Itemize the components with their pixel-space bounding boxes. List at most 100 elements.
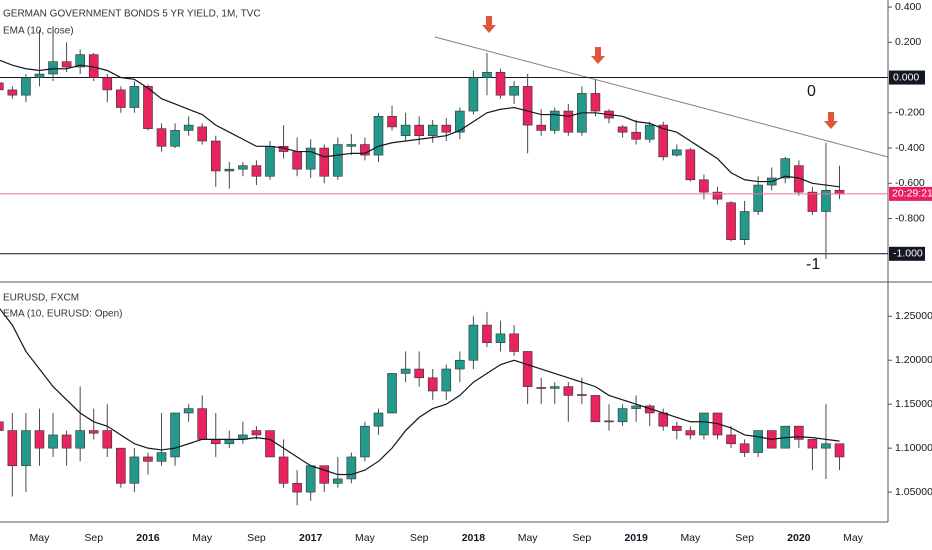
candle-body [644,124,655,140]
candle-body [590,93,601,112]
candle-body [373,412,384,427]
candle-body [48,434,58,449]
candle-body [102,77,113,91]
candle-body [509,86,519,96]
arrow [482,16,496,33]
candle-body [617,408,628,423]
candle-body [455,110,465,133]
candle-body [360,425,370,458]
candle-body [346,144,357,147]
candle-body [265,145,275,177]
x-tick-label: Sep [247,532,266,544]
annotation: 0 [807,83,816,100]
candle-body [21,430,31,467]
candle-body [821,443,831,449]
candle-body [780,158,791,179]
x-tick-label: 2016 [136,532,160,544]
candle-body [739,211,750,241]
price-label-bg [889,246,925,261]
candle-body [482,324,492,343]
y-tick-label: -0.400 [895,142,925,154]
x-tick-label: May [843,532,864,544]
trend-line [434,36,888,158]
candle-body [807,191,818,212]
candle-body [441,124,452,133]
candle-body [0,82,4,91]
candle-body [685,149,696,181]
candle-body [156,128,167,147]
candle-body [563,386,574,396]
candle-body [143,456,153,462]
candle-body [726,434,736,445]
x-tick-label: 2017 [299,532,323,544]
candle-body [739,443,750,453]
indicator-label: EMA (10, close) [3,26,74,37]
x-tick-label: May [355,532,376,544]
candle-body [292,483,302,493]
candle-body [726,202,736,241]
candle-body [604,420,614,423]
candle-body [414,124,424,137]
plot-area [0,28,888,506]
candle-body [75,430,85,449]
y-tick-label: 0.400 [895,1,921,13]
y-tick-label: 1.20000 [895,354,932,366]
candle-body [482,71,492,78]
candle-body [116,447,126,484]
candle-body [251,430,262,436]
x-tick-label: Sep [84,532,103,544]
candle-body [224,168,235,172]
candle-body [631,405,641,409]
candle-body [658,124,669,158]
arrow [824,112,838,129]
candle-body [102,430,113,449]
x-tick-label: May [30,532,51,544]
candle-body [75,54,85,68]
y-tick-label: 1.10000 [895,442,932,454]
candle-body [821,190,831,212]
candle-body [129,456,140,484]
candle-body [319,465,330,484]
candle-body [251,165,262,177]
candle-body [224,439,235,445]
y-tick-label: 1.05000 [895,486,932,498]
chart-title: GERMAN GOVERNMENT BONDS 5 YR YIELD, 1M, … [3,9,261,20]
candle-body [360,144,370,156]
candle-body [170,412,180,458]
candle-body [834,443,845,458]
candle-body [183,124,194,131]
x-tick-label: May [192,532,213,544]
y-tick-label: 1.15000 [895,398,932,410]
candle-body [468,77,479,112]
candle-body [278,456,289,484]
candle-body [753,430,763,453]
ema-line [0,308,840,476]
candle-body [794,165,804,193]
x-tick-label: May [518,532,539,544]
candle-body [671,425,682,431]
candle-body [753,184,763,212]
x-tick-label: 2018 [462,532,486,544]
x-tick-label: Sep [573,532,592,544]
candle-body [21,77,31,96]
candle-body [332,478,343,484]
candle-body [509,333,519,352]
price-label: 0.000 [893,71,919,83]
candle-body [671,149,682,156]
candle-body [292,151,302,170]
candle-body [183,408,194,414]
y-tick-label: 1.25000 [895,310,932,322]
candle-body [387,373,397,414]
candle-body [48,61,58,75]
countdown-bg [889,186,932,201]
candle-body [549,110,560,131]
candle-body [7,430,18,467]
candle-body [658,412,669,427]
candle-body [34,73,45,78]
candle-body [305,465,316,493]
chart-title: EURUSD, FXCM [3,293,79,304]
candle-body [319,147,330,177]
candle-body [631,131,641,140]
